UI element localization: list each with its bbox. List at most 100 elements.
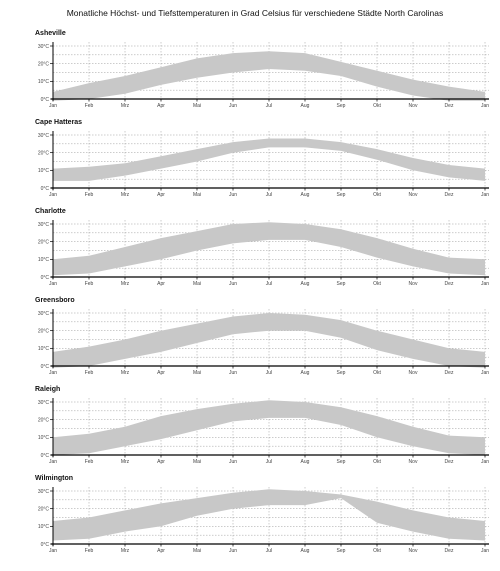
x-tick-label: Okt bbox=[373, 370, 381, 376]
y-tick-label: 0°C bbox=[41, 364, 50, 370]
x-tick-label: Apr bbox=[157, 281, 165, 287]
x-tick-label: Jul bbox=[266, 548, 272, 554]
city-label: Cape Hatteras bbox=[35, 119, 82, 126]
y-tick-label: 20°C bbox=[38, 328, 50, 334]
x-tick-label: Sep bbox=[337, 548, 346, 554]
x-tick-label: Okt bbox=[373, 281, 381, 287]
temperature-band bbox=[53, 313, 485, 368]
panel-asheville: Asheville 0°C 10°C 20°C 30°C Jan Feb Mrz Apr Mai J… bbox=[35, 30, 489, 109]
y-tick-label: 0°C bbox=[41, 542, 50, 548]
y-tick-label: 30°C bbox=[38, 222, 50, 228]
x-tick-label: Okt bbox=[373, 192, 381, 198]
x-tick-label: Aug bbox=[301, 548, 310, 554]
y-tick-label: 10°C bbox=[38, 524, 50, 530]
city-label: Raleigh bbox=[35, 386, 60, 393]
x-tick-label: Jun bbox=[229, 459, 237, 465]
panel-wilmington: Wilmington 0°C 10°C 20°C 30°C Jan Feb Mrz Apr Mai… bbox=[35, 475, 489, 554]
y-tick-label: 10°C bbox=[38, 257, 50, 263]
city-label: Greensboro bbox=[35, 297, 75, 304]
x-tick-label: Apr bbox=[157, 548, 165, 554]
y-tick-label: 20°C bbox=[38, 150, 50, 156]
panels-group: Asheville 0°C 10°C 20°C 30°C Jan Feb Mrz Apr Mai J… bbox=[35, 30, 489, 554]
x-tick-label: Jan bbox=[481, 370, 489, 376]
x-tick-label: Nov bbox=[409, 459, 418, 465]
x-tick-label: Jan bbox=[49, 103, 57, 109]
x-tick-label: Jan bbox=[49, 548, 57, 554]
x-tick-label: Feb bbox=[85, 281, 94, 287]
x-tick-label: Apr bbox=[157, 192, 165, 198]
x-tick-label: Mrz bbox=[121, 459, 130, 465]
x-tick-label: Nov bbox=[409, 370, 418, 376]
y-tick-label: 0°C bbox=[41, 275, 50, 281]
x-tick-label: Nov bbox=[409, 548, 418, 554]
panel-greensboro: Greensboro 0°C 10°C 20°C 30°C Jan Feb Mrz Apr Mai… bbox=[35, 297, 489, 376]
y-tick-label: 30°C bbox=[38, 489, 50, 495]
x-tick-label: Mai bbox=[193, 370, 201, 376]
x-tick-label: Feb bbox=[85, 459, 94, 465]
y-tick-label: 10°C bbox=[38, 79, 50, 85]
x-tick-label: Jan bbox=[481, 192, 489, 198]
panel-charlotte: Charlotte 0°C 10°C 20°C 30°C Jan Feb Mrz Apr Mai J… bbox=[35, 208, 489, 287]
x-tick-label: Feb bbox=[85, 548, 94, 554]
panel-raleigh: Raleigh 0°C 10°C 20°C 30°C Jan Feb Mrz Apr Mai Jun… bbox=[35, 386, 489, 465]
panel-cape-hatteras: Cape Hatteras 0°C 10°C 20°C 30°C Jan Feb Mrz Apr… bbox=[35, 119, 489, 198]
temperature-band bbox=[53, 400, 485, 455]
x-tick-label: Mrz bbox=[121, 548, 130, 554]
x-tick-label: Jan bbox=[481, 281, 489, 287]
x-tick-label: Jul bbox=[266, 192, 272, 198]
x-tick-label: Aug bbox=[301, 281, 310, 287]
x-tick-label: Dez bbox=[445, 548, 454, 554]
y-tick-label: 30°C bbox=[38, 400, 50, 406]
x-tick-label: Sep bbox=[337, 103, 346, 109]
y-tick-label: 20°C bbox=[38, 417, 50, 423]
y-tick-label: 10°C bbox=[38, 435, 50, 441]
x-tick-label: Aug bbox=[301, 459, 310, 465]
x-tick-label: Aug bbox=[301, 370, 310, 376]
y-tick-label: 30°C bbox=[38, 133, 50, 139]
x-tick-label: Jan bbox=[49, 281, 57, 287]
temperature-band bbox=[53, 51, 485, 101]
x-tick-label: Jun bbox=[229, 370, 237, 376]
x-tick-label: Feb bbox=[85, 103, 94, 109]
x-tick-label: Apr bbox=[157, 103, 165, 109]
x-tick-label: Jan bbox=[481, 459, 489, 465]
x-tick-label: Feb bbox=[85, 192, 94, 198]
x-tick-label: Apr bbox=[157, 370, 165, 376]
x-tick-label: Feb bbox=[85, 370, 94, 376]
x-tick-label: Jul bbox=[266, 370, 272, 376]
x-tick-label: Mrz bbox=[121, 281, 130, 287]
x-tick-label: Jun bbox=[229, 103, 237, 109]
x-tick-label: Mrz bbox=[121, 103, 130, 109]
y-tick-label: 0°C bbox=[41, 453, 50, 459]
x-tick-label: Dez bbox=[445, 103, 454, 109]
y-tick-label: 30°C bbox=[38, 44, 50, 50]
y-tick-label: 10°C bbox=[38, 168, 50, 174]
x-tick-label: Mai bbox=[193, 192, 201, 198]
x-tick-label: Apr bbox=[157, 459, 165, 465]
x-tick-label: Dez bbox=[445, 281, 454, 287]
x-tick-label: Jul bbox=[266, 281, 272, 287]
y-tick-label: 30°C bbox=[38, 311, 50, 317]
temperature-band bbox=[53, 138, 485, 181]
y-tick-label: 10°C bbox=[38, 346, 50, 352]
x-tick-label: Nov bbox=[409, 192, 418, 198]
x-tick-label: Dez bbox=[445, 192, 454, 198]
x-tick-label: Sep bbox=[337, 281, 346, 287]
x-tick-label: Jan bbox=[481, 548, 489, 554]
x-tick-label: Jul bbox=[266, 103, 272, 109]
x-tick-label: Jan bbox=[49, 370, 57, 376]
x-tick-label: Mai bbox=[193, 281, 201, 287]
x-tick-label: Sep bbox=[337, 370, 346, 376]
x-tick-label: Okt bbox=[373, 548, 381, 554]
y-tick-label: 20°C bbox=[38, 239, 50, 245]
temperature-band bbox=[53, 222, 485, 276]
x-tick-label: Mai bbox=[193, 548, 201, 554]
y-tick-label: 0°C bbox=[41, 186, 50, 192]
x-tick-label: Sep bbox=[337, 459, 346, 465]
x-tick-label: Dez bbox=[445, 370, 454, 376]
x-tick-label: Jun bbox=[229, 192, 237, 198]
city-label: Asheville bbox=[35, 30, 66, 37]
city-label: Wilmington bbox=[35, 475, 73, 482]
y-tick-label: 20°C bbox=[38, 506, 50, 512]
